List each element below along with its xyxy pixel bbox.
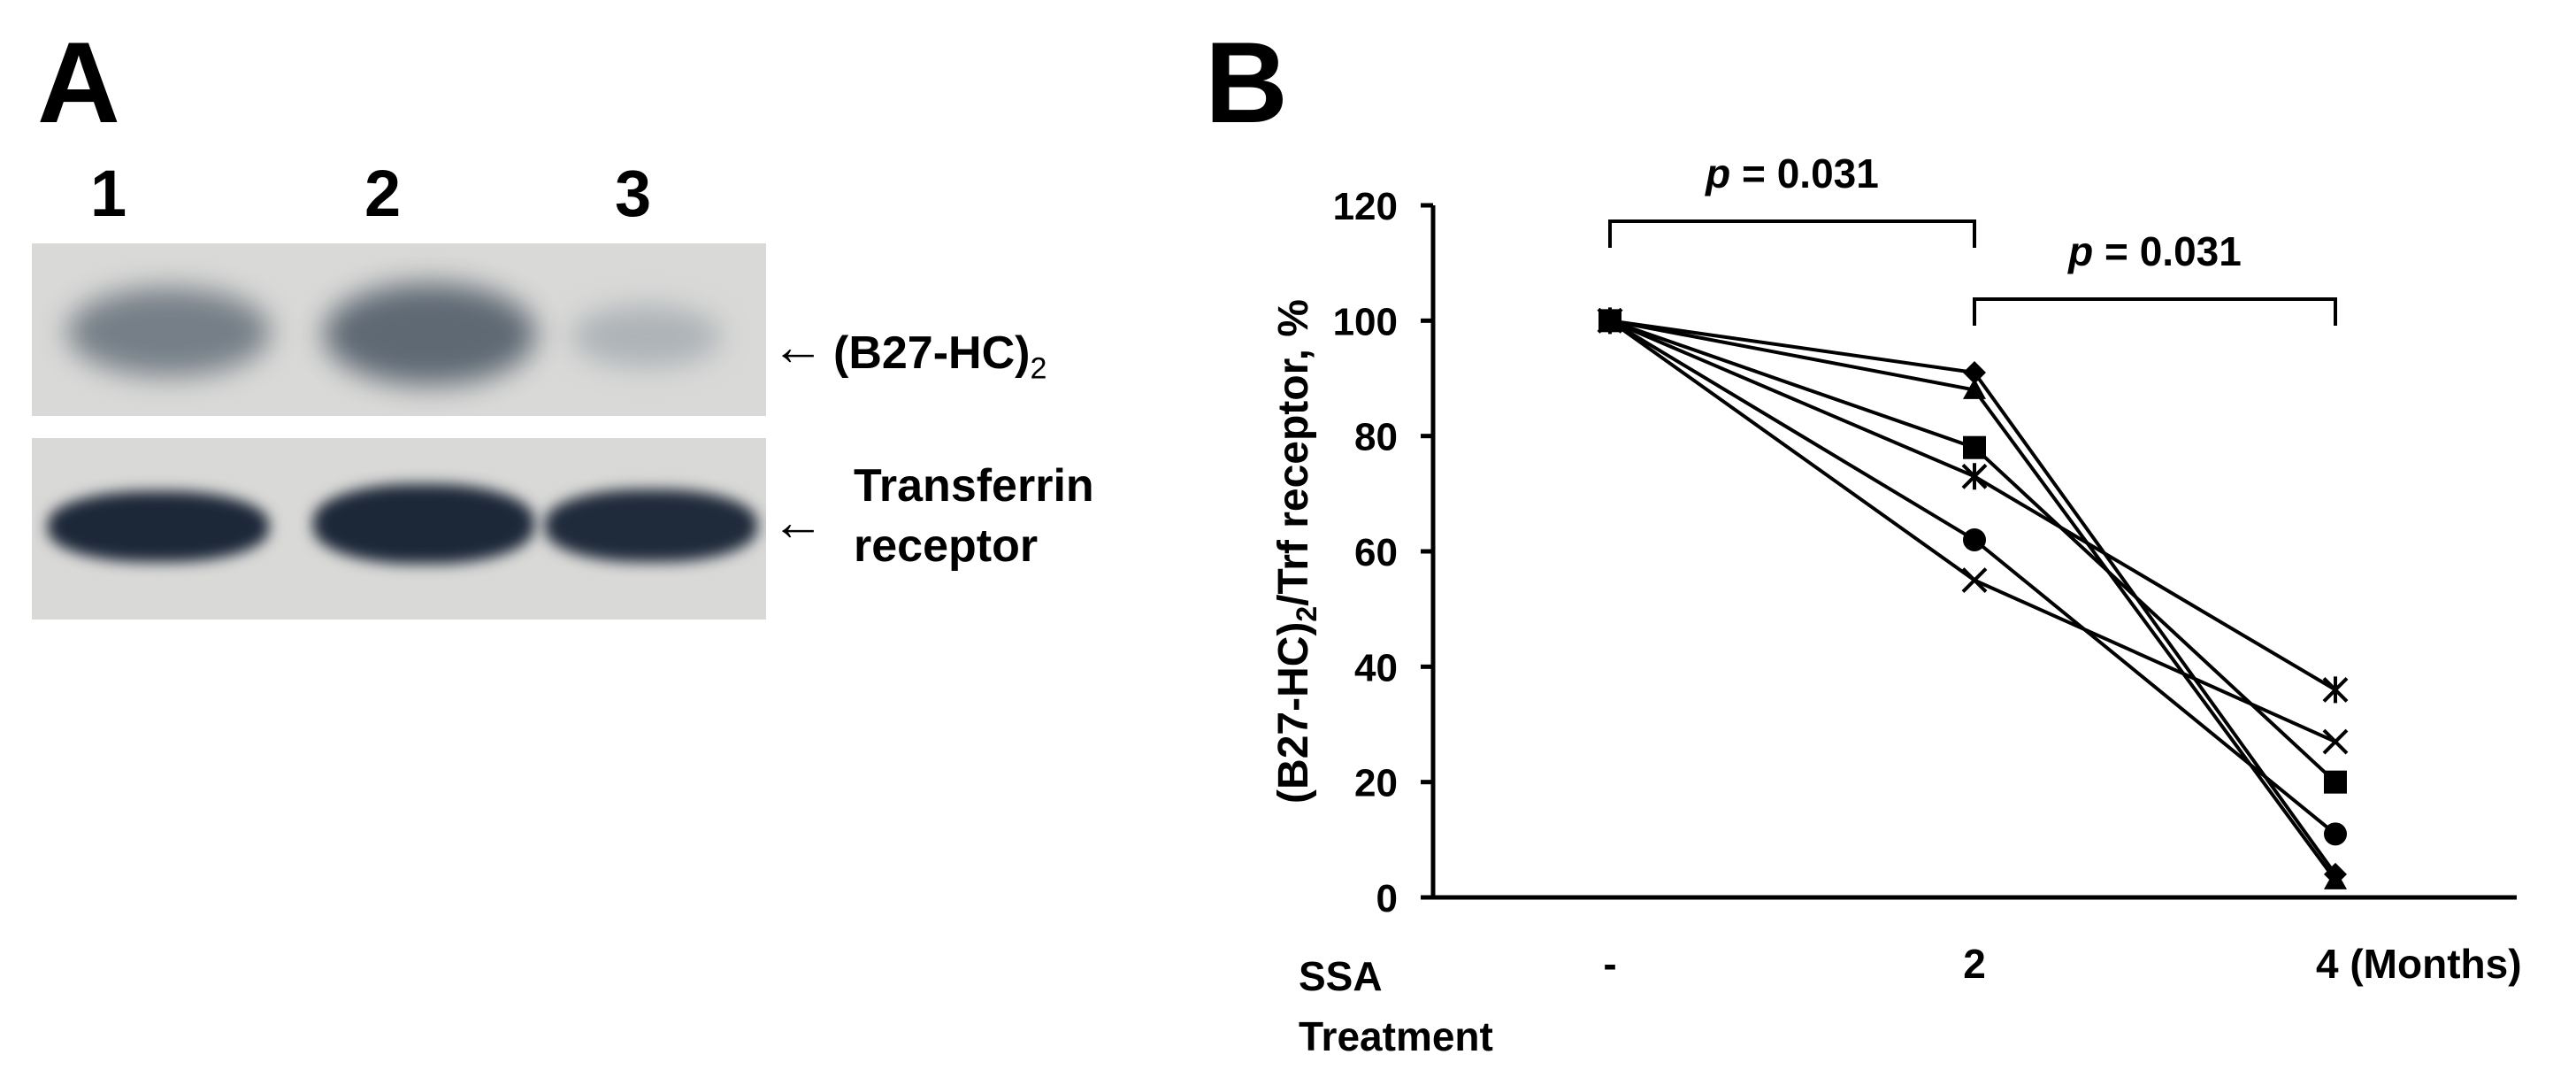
triangle-marker xyxy=(1963,378,1986,399)
band-b27-lane3 xyxy=(571,305,722,367)
significance-brackets: p = 0.031 p = 0.031 xyxy=(1608,150,2337,326)
band-b27-lane1 xyxy=(67,288,271,376)
circle-marker xyxy=(2324,822,2347,846)
lane-number-2: 2 xyxy=(364,157,402,230)
x-marker xyxy=(1597,307,1623,334)
p-value-label: p = 0.031 xyxy=(1704,150,1879,196)
circle-marker xyxy=(1963,527,1986,551)
y-tick-labels: 0 20 40 60 80 100 120 xyxy=(1333,185,1398,920)
x-category-label: 4 (Months) xyxy=(2316,941,2522,987)
transferrin-band-label: Transferrin receptor xyxy=(854,460,1094,572)
band-trf-lane2 xyxy=(313,484,534,564)
arrow-left-icon: ← xyxy=(771,492,824,551)
y-tick-label: 20 xyxy=(1354,762,1398,805)
x-category-label: 2 xyxy=(1963,941,1986,987)
y-tick-label: 40 xyxy=(1354,646,1398,689)
band-b27-lane2 xyxy=(324,283,536,385)
b27-hc-band-label: (B27-HC)2 xyxy=(833,327,1047,386)
x-category-label: - xyxy=(1603,941,1617,987)
triangle-marker xyxy=(2324,868,2347,889)
x-marker xyxy=(1961,567,1988,593)
y-axis-label: (B27-HC)2/Trf receptor, % xyxy=(1270,299,1322,804)
arrow-left-icon: ← xyxy=(771,317,824,376)
band-trf-lane3 xyxy=(545,489,757,562)
lane-number-3: 3 xyxy=(615,157,652,230)
x-marker xyxy=(2322,728,2349,755)
transferrin-receptor-blot xyxy=(32,438,766,620)
diamond-marker xyxy=(1963,360,1986,384)
panel-b-label: B xyxy=(1205,18,1288,147)
star-marker xyxy=(1961,463,1988,490)
series-line xyxy=(1609,319,2337,881)
y-axis-label-group: (B27-HC)2/Trf receptor, % xyxy=(1270,299,1322,804)
panel-a-label: A xyxy=(37,18,120,147)
y-tick-label: 60 xyxy=(1354,531,1398,574)
square-marker xyxy=(2324,770,2347,794)
chart-axes xyxy=(1421,203,2517,900)
series-lines xyxy=(1608,319,2337,881)
y-tick-label: 120 xyxy=(1333,185,1398,228)
band-trf-lane1 xyxy=(48,491,269,562)
y-tick-label: 0 xyxy=(1376,877,1398,920)
y-tick-label: 100 xyxy=(1333,300,1398,343)
square-marker xyxy=(1963,435,1986,459)
x-left-label-line2: Treatment xyxy=(1299,1013,1493,1059)
lane-number-1: 1 xyxy=(90,157,127,230)
significance-bracket xyxy=(1973,297,2337,326)
b27-hc-blot xyxy=(32,243,766,416)
p-value-label: p = 0.031 xyxy=(2066,228,2242,274)
significance-bracket xyxy=(1608,219,1976,248)
series-line xyxy=(1609,319,2337,876)
y-tick-label: 80 xyxy=(1354,416,1398,459)
series-markers xyxy=(1597,307,2349,889)
star-marker xyxy=(2322,676,2349,704)
x-left-label-line1: SSA xyxy=(1299,953,1383,999)
